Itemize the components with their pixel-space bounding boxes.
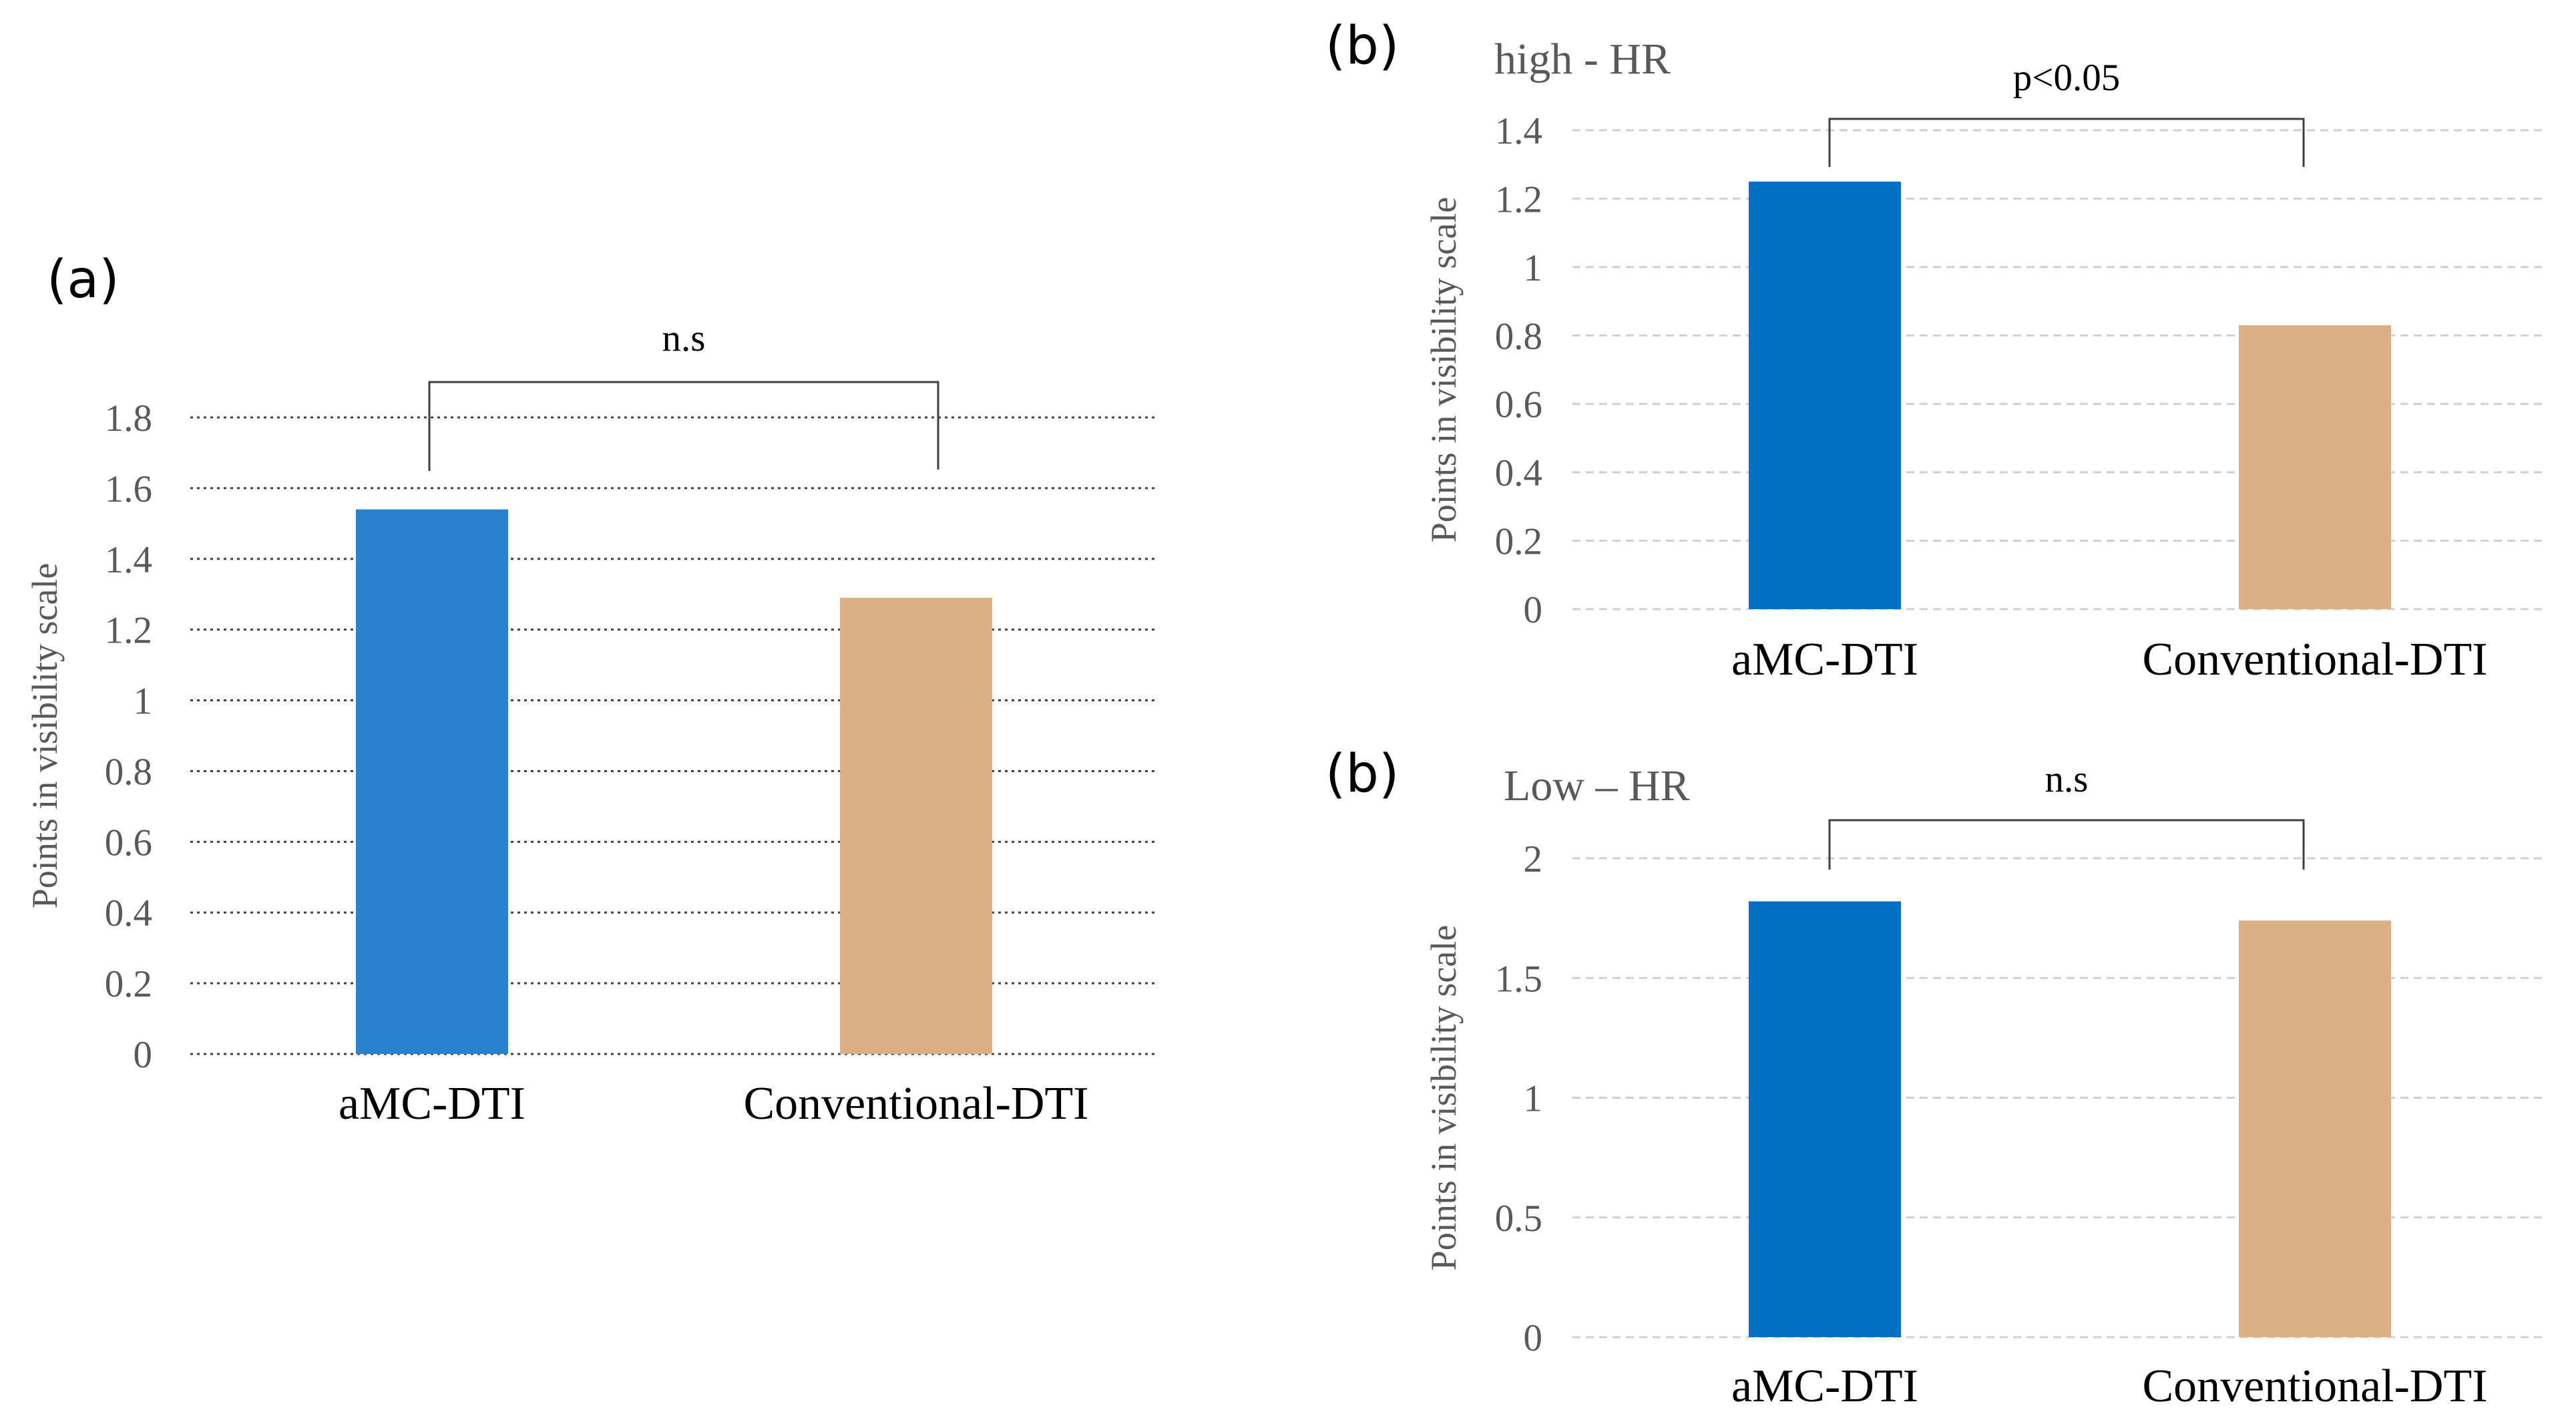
y-tick-label: 0 bbox=[134, 1034, 153, 1076]
significance-label: n.s bbox=[2045, 758, 2089, 800]
x-category-label: Conventional-DTI bbox=[743, 1078, 1088, 1129]
panel-letter: (a) bbox=[47, 250, 120, 310]
y-tick-label: 1.6 bbox=[105, 468, 152, 510]
y-tick-label: 1.2 bbox=[1495, 178, 1542, 220]
x-category-label: Conventional-DTI bbox=[2142, 634, 2487, 685]
y-tick-label: 0.8 bbox=[105, 751, 152, 793]
y-tick-label: 0.8 bbox=[1495, 315, 1542, 357]
x-category-label: aMC-DTI bbox=[1731, 1361, 1918, 1412]
significance-bracket bbox=[1828, 819, 2305, 870]
chart-panel-b-high-hr: 0 0.2 0.4 0.6 0.8 1 1.2 1.4 aMC-DTI Conventional-… bbox=[1325, 16, 2547, 685]
y-tick-label: 1.2 bbox=[105, 610, 152, 652]
y-axis-title: Points in visibility scale bbox=[25, 563, 65, 909]
bar-amc-dti bbox=[1749, 181, 1901, 610]
chart-subtitle: high - HR bbox=[1494, 35, 1671, 83]
y-tick-label: 1 bbox=[1524, 247, 1543, 289]
y-tick-label: 0.6 bbox=[105, 822, 152, 864]
significance-label: p<0.05 bbox=[2013, 57, 2120, 99]
y-tick-label: 0.5 bbox=[1495, 1198, 1542, 1240]
significance-label: n.s bbox=[662, 317, 706, 359]
y-tick-label: 0 bbox=[1524, 589, 1543, 631]
significance-bracket bbox=[428, 381, 939, 471]
significance-bracket bbox=[1828, 118, 2305, 167]
chart-subtitle: Low – HR bbox=[1504, 761, 1690, 810]
y-axis-title: Points in visibility scale bbox=[1424, 925, 1464, 1271]
panel-letter: (b) bbox=[1325, 744, 1399, 804]
y-tick-label: 1 bbox=[1524, 1078, 1543, 1120]
bar-conventional-dti bbox=[2239, 325, 2391, 609]
y-tick-label: 0.6 bbox=[1495, 384, 1542, 426]
y-tick-label: 1.8 bbox=[105, 397, 152, 439]
bar-conventional-dti bbox=[840, 598, 992, 1054]
y-tick-label: 1 bbox=[134, 681, 153, 723]
y-tick-label: 2 bbox=[1524, 838, 1543, 880]
y-axis-title: Points in visibility scale bbox=[1424, 197, 1464, 543]
chart-panel-b-low-hr: 0 0.5 1 1.5 2 aMC-DTI Conventional-DTI Points i… bbox=[1325, 744, 2547, 1412]
y-tick-label: 0.2 bbox=[105, 963, 152, 1005]
chart-panel-a: 0 0.2 0.4 0.6 0.8 1 1.2 1.4 1.6 1.8 aMC-DTI Convent… bbox=[25, 250, 1155, 1129]
y-tick-label: 1.5 bbox=[1495, 958, 1542, 1000]
y-tick-label: 0.4 bbox=[105, 892, 152, 934]
y-tick-label: 0.4 bbox=[1495, 452, 1542, 494]
bar-amc-dti bbox=[356, 509, 508, 1054]
y-tick-label: 0 bbox=[1524, 1317, 1543, 1359]
panel-letter: (b) bbox=[1325, 16, 1399, 76]
y-tick-label: 1.4 bbox=[105, 539, 152, 581]
x-category-label: Conventional-DTI bbox=[2142, 1361, 2487, 1412]
x-category-label: aMC-DTI bbox=[339, 1078, 525, 1129]
bar-conventional-dti bbox=[2239, 920, 2391, 1337]
y-tick-label: 1.4 bbox=[1495, 110, 1542, 152]
bar-amc-dti bbox=[1749, 901, 1901, 1337]
y-tick-label: 0.2 bbox=[1495, 521, 1542, 563]
x-category-label: aMC-DTI bbox=[1731, 634, 1918, 685]
